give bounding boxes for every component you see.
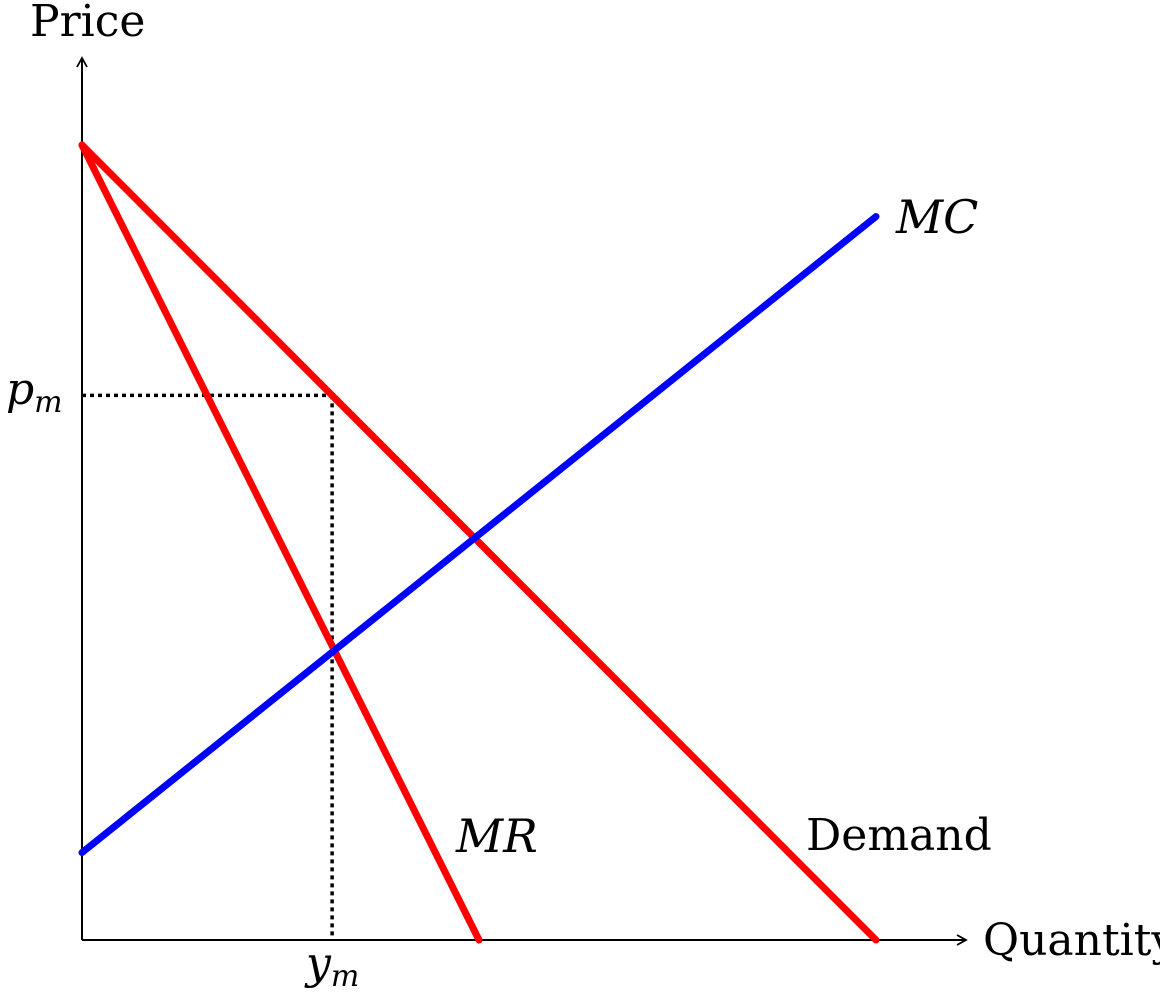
mr-label: MR: [455, 809, 538, 863]
monopoly-price-symbol: p: [6, 364, 34, 415]
mc-label: MC: [895, 190, 978, 244]
monopoly-price-label: pm: [6, 364, 63, 420]
demand-label: Demand: [806, 810, 992, 861]
marginal-revenue-curve: [78, 141, 483, 944]
monopoly-quantity-subscript: m: [331, 959, 359, 994]
monopoly-price-subscript: m: [34, 385, 62, 420]
monopoly-quantity-label: ym: [304, 938, 359, 994]
price-axis-title: Price: [30, 0, 145, 47]
demand-curve: [78, 141, 880, 944]
marginal-cost-curve: [78, 213, 880, 857]
monopoly-quantity-symbol: y: [304, 938, 332, 989]
quantity-axis-title: Quantity: [983, 915, 1160, 966]
